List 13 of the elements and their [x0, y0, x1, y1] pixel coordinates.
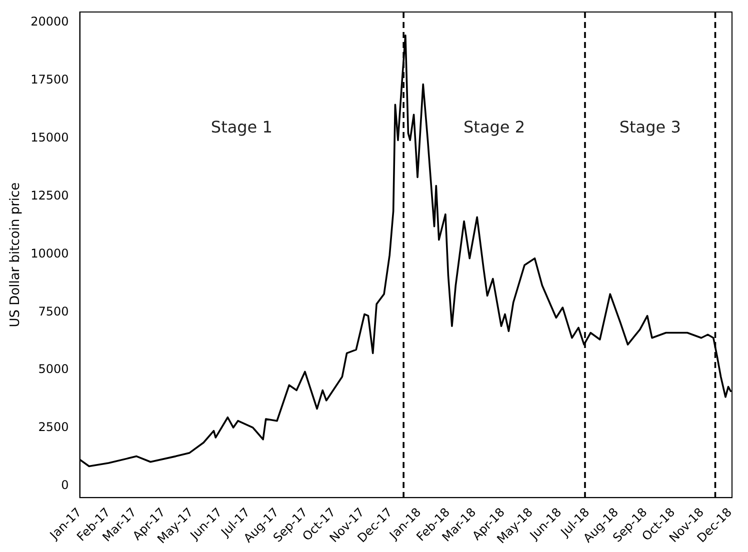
y-tick-label: 12500 [30, 188, 69, 202]
annotation: Stage 2 [464, 118, 526, 137]
y-tick-label: 0 [61, 478, 69, 492]
y-tick-label: 5000 [38, 362, 69, 376]
y-tick-label: 2500 [38, 420, 69, 434]
y-tick-label: 15000 [30, 130, 69, 144]
y-tick-label: 17500 [30, 72, 69, 86]
y-tick-label: 7500 [38, 304, 69, 318]
y-tick-label: 20000 [30, 14, 69, 29]
y-axis-title: US Dollar bitcoin price [8, 182, 24, 328]
y-tick-label: 10000 [30, 246, 69, 260]
annotation: Stage 3 [619, 118, 681, 137]
annotation: Stage 1 [210, 118, 272, 137]
